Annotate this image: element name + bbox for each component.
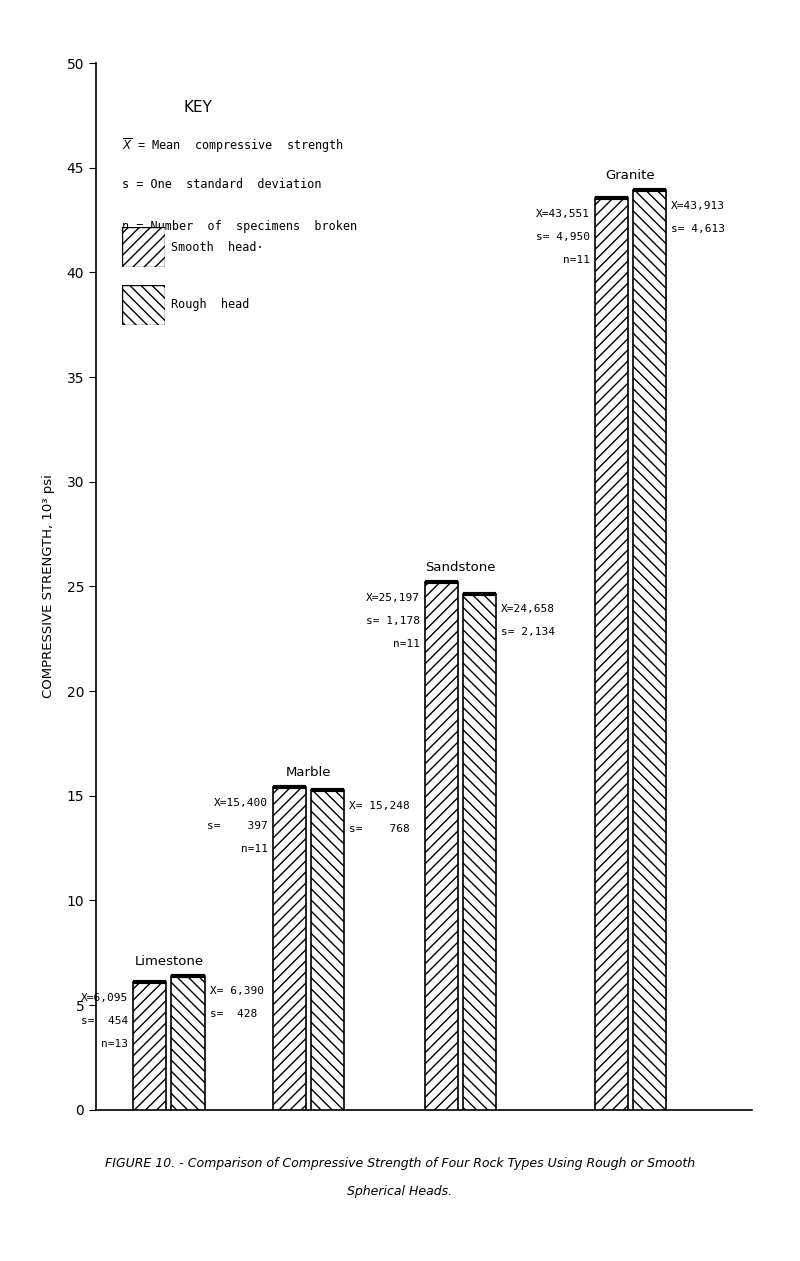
- Text: Χ= 6,390: Χ= 6,390: [210, 986, 263, 996]
- Text: Spherical Heads.: Spherical Heads.: [347, 1185, 453, 1198]
- Bar: [273, 787, 306, 1110]
- Text: Smooth  head·: Smooth head·: [171, 241, 264, 253]
- Text: KEY: KEY: [183, 100, 212, 115]
- Text: s = One  standard  deviation: s = One standard deviation: [122, 178, 322, 192]
- Bar: [594, 198, 628, 1110]
- Text: Χ= 15,248: Χ= 15,248: [350, 801, 410, 811]
- Text: FIGURE 10. - Comparison of Compressive Strength of Four Rock Types Using Rough o: FIGURE 10. - Comparison of Compressive S…: [105, 1158, 695, 1170]
- Text: $\overline{X}$ = Mean  compressive  strength: $\overline{X}$ = Mean compressive streng…: [122, 136, 344, 155]
- Text: Marble: Marble: [286, 765, 331, 779]
- Text: Χ=43,551: Χ=43,551: [536, 208, 590, 218]
- Text: Rough  head: Rough head: [171, 299, 250, 311]
- Bar: [425, 583, 458, 1110]
- Bar: [133, 982, 166, 1110]
- Text: n=11: n=11: [241, 844, 268, 854]
- Text: s=    768: s= 768: [350, 823, 410, 834]
- Text: Χ=24,658: Χ=24,658: [501, 604, 555, 614]
- Text: n=13: n=13: [101, 1039, 128, 1049]
- Text: s=    397: s= 397: [207, 821, 268, 831]
- Text: s= 4,613: s= 4,613: [671, 224, 726, 235]
- Text: Sandstone: Sandstone: [425, 561, 496, 574]
- Bar: [463, 594, 496, 1110]
- Text: s= 1,178: s= 1,178: [366, 615, 420, 625]
- Text: n = Number  of  specimens  broken: n = Number of specimens broken: [122, 219, 358, 233]
- Text: Χ=43,913: Χ=43,913: [671, 200, 726, 211]
- Text: Granite: Granite: [606, 169, 655, 182]
- Text: s=  454: s= 454: [81, 1015, 128, 1025]
- Text: s= 2,134: s= 2,134: [501, 627, 555, 637]
- Text: Χ=15,400: Χ=15,400: [214, 798, 268, 808]
- Y-axis label: COMPRESSIVE STRENGTH, 10³ psi: COMPRESSIVE STRENGTH, 10³ psi: [42, 474, 55, 699]
- Text: Limestone: Limestone: [134, 955, 203, 967]
- Text: Χ=25,197: Χ=25,197: [366, 593, 420, 603]
- Text: s= 4,950: s= 4,950: [536, 232, 590, 242]
- Bar: [633, 190, 666, 1110]
- Text: Χ=6,095: Χ=6,095: [81, 992, 128, 1002]
- Bar: [311, 791, 345, 1110]
- Bar: [171, 976, 205, 1110]
- Text: s=  428: s= 428: [210, 1009, 257, 1019]
- Text: n=11: n=11: [563, 255, 590, 265]
- Text: n=11: n=11: [393, 639, 420, 648]
